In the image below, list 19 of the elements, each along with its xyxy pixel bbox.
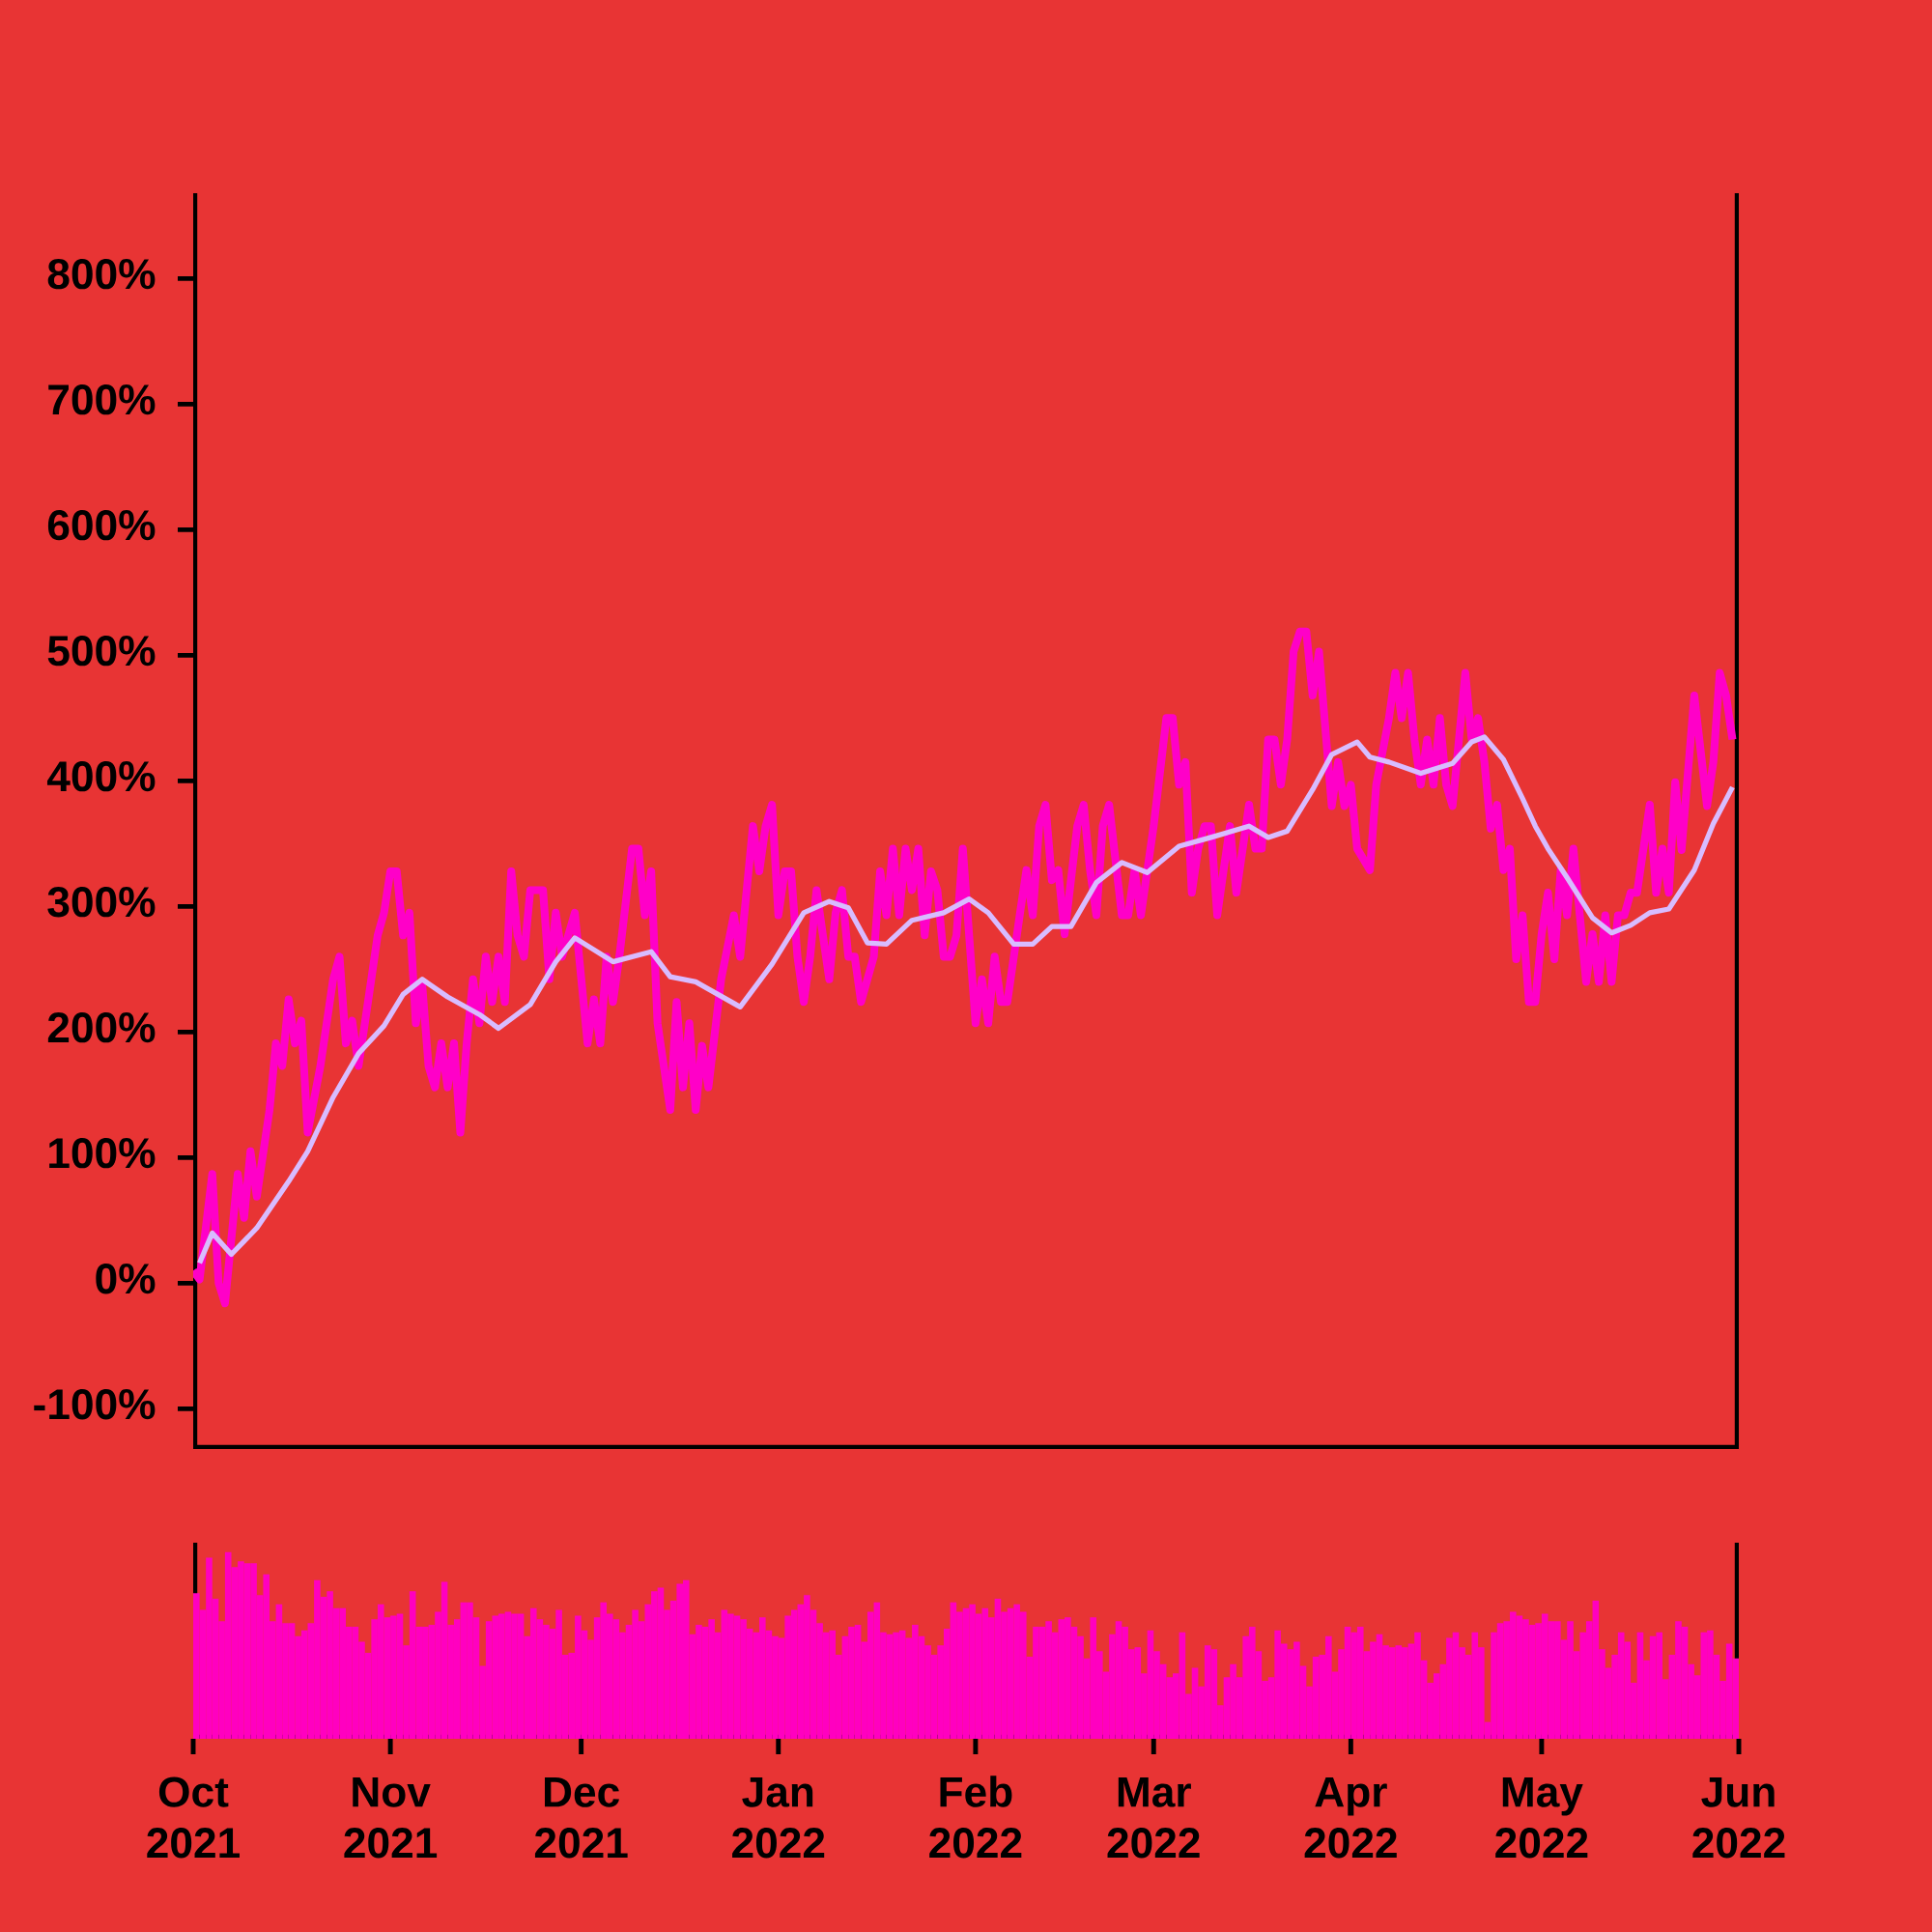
x-tick-label: Jun 2022 — [1692, 1776, 1785, 1859]
x-tick-label: Mar 2022 — [1107, 1776, 1200, 1859]
x-tick-label: Apr 2022 — [1304, 1776, 1397, 1859]
x-tick-label: May 2022 — [1495, 1776, 1588, 1859]
y-tick-label: 500% — [47, 636, 156, 667]
x-tick-label: Oct 2021 — [147, 1776, 240, 1859]
y-tick-label: 800% — [47, 258, 156, 290]
x-tick-label: Feb 2022 — [929, 1776, 1022, 1859]
y-tick-label: 300% — [47, 887, 156, 918]
y-tick-label: 200% — [47, 1012, 156, 1043]
x-tick-label: Nov 2021 — [344, 1776, 438, 1859]
y-tick-label: 100% — [49, 1138, 156, 1169]
y-tick-label: 700% — [48, 384, 156, 415]
y-tick-label: 0% — [96, 1264, 156, 1294]
x-tick-label: Jan 2022 — [732, 1776, 825, 1859]
y-tick-label: 400% — [46, 761, 156, 792]
y-tick-label: 600% — [47, 510, 156, 541]
x-tick-label: Dec 2021 — [534, 1776, 628, 1859]
y-tick-label: -100% — [34, 1389, 156, 1420]
